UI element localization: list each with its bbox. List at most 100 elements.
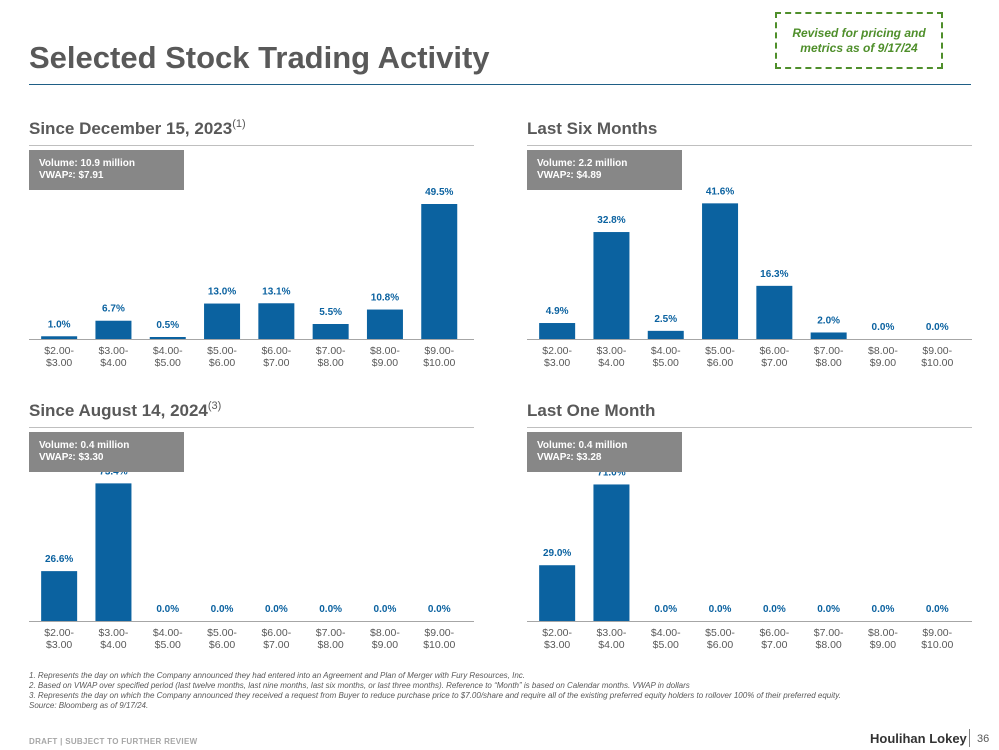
x-tick-label: $8.00- (868, 627, 898, 639)
x-tick-label: $7.00 (761, 357, 787, 369)
panel-title: Last One Month (527, 401, 655, 421)
revised-note: Revised for pricing and metrics as of 9/… (775, 12, 943, 69)
footnote-ref: 2 (68, 172, 73, 179)
x-tick-label: $5.00 (155, 639, 181, 651)
x-tick-label: $8.00 (318, 357, 344, 369)
x-tick-label: $6.00 (707, 639, 733, 651)
x-tick-label: $5.00 (155, 357, 181, 369)
x-tick-label: $10.00 (921, 357, 953, 369)
bar (421, 204, 458, 339)
x-tick-label: $3.00- (597, 345, 627, 357)
bar-value-label: 0.0% (926, 322, 949, 333)
panel-since-dec-2023: Since December 15, 2023(1) 1.0% $2.00- $3.… (29, 118, 474, 374)
bar-value-label: 0.0% (211, 604, 234, 615)
x-tick-label: $6.00 (209, 639, 235, 651)
bar (756, 285, 793, 339)
bar-value-label: 0.5% (156, 320, 179, 331)
panel-divider (29, 427, 474, 428)
x-tick-label: $7.00- (316, 627, 346, 639)
bar-value-label: 0.0% (872, 322, 895, 333)
x-tick-label: $3.00- (99, 627, 129, 639)
footnote-2: 2. Based on VWAP over specified period (… (29, 681, 690, 690)
panel-title-text: Last Six Months (527, 119, 658, 138)
bar (149, 337, 186, 339)
vwap-label: VWAP2: $3.28 (537, 452, 682, 464)
x-tick-label: $8.00 (816, 639, 842, 651)
x-tick-label: $4.00 (100, 357, 126, 369)
panel-title-text: Since December 15, 2023 (29, 119, 233, 138)
x-tick-label: $7.00- (814, 627, 844, 639)
bar-value-label: 4.9% (546, 306, 569, 317)
x-tick-label: $2.00- (542, 345, 572, 357)
vwap-label: VWAP2: $4.89 (537, 170, 682, 182)
source-note: Source: Bloomberg as of 9/17/24. (29, 701, 149, 710)
x-tick-label: $9.00 (870, 357, 896, 369)
bar (593, 232, 630, 339)
bar (539, 323, 576, 339)
vwap-prefix: VWAP (537, 170, 567, 181)
bar-value-label: 0.0% (872, 604, 895, 615)
brand-divider (969, 729, 970, 747)
bar-value-label: 16.3% (760, 269, 788, 280)
x-tick-label: $2.00- (542, 627, 572, 639)
x-tick-label: $3.00 (46, 639, 72, 651)
x-tick-label: $9.00- (922, 345, 952, 357)
x-tick-label: $8.00- (370, 627, 400, 639)
vwap-label: VWAP2: $3.30 (39, 452, 184, 464)
bar (95, 320, 132, 339)
footnote-1: 1. Represents the day on which the Compa… (29, 671, 525, 680)
stat-box: Volume: 0.4 million VWAP2: $3.30 (29, 432, 184, 472)
x-tick-label: $9.00- (424, 627, 454, 639)
vwap-value: : $3.28 (570, 452, 602, 463)
bar-value-label: 0.0% (374, 604, 397, 615)
x-tick-label: $5.00- (705, 627, 735, 639)
x-tick-label: $3.00- (99, 345, 129, 357)
bar (204, 303, 241, 339)
bar-value-label: 0.0% (156, 604, 179, 615)
panel-last-one-month: Last One Month 29.0% $2.00- $3.00 71.0% $3.0… (527, 401, 972, 656)
vwap-value: : $7.91 (72, 170, 104, 181)
x-tick-label: $6.00- (261, 627, 291, 639)
footnote-3: 3. Represents the day on which the Compa… (29, 691, 841, 700)
x-tick-label: $10.00 (423, 357, 455, 369)
bar-value-label: 0.0% (709, 604, 732, 615)
panel-divider (527, 427, 972, 428)
bar-value-label: 13.1% (262, 286, 290, 297)
x-tick-label: $8.00 (816, 357, 842, 369)
x-tick-label: $9.00- (424, 345, 454, 357)
stat-box: Volume: 0.4 million VWAP2: $3.28 (527, 432, 682, 472)
volume-label: Volume: 10.9 million (39, 158, 135, 169)
bar (366, 309, 403, 339)
bar-value-label: 29.0% (543, 548, 571, 559)
bar (95, 483, 132, 621)
x-tick-label: $5.00- (207, 345, 237, 357)
panel-title-text: Last One Month (527, 401, 656, 420)
bar (258, 303, 295, 339)
bar (41, 336, 78, 339)
x-tick-label: $2.00- (44, 627, 74, 639)
panel-title: Last Six Months (527, 119, 657, 139)
vwap-value: : $3.30 (72, 452, 104, 463)
bar (593, 484, 630, 621)
x-tick-label: $9.00 (372, 357, 398, 369)
bar-value-label: 2.5% (654, 314, 677, 325)
panel-divider (29, 145, 474, 146)
stat-box: Volume: 10.9 million VWAP2: $7.91 (29, 150, 184, 190)
bar (539, 565, 576, 621)
x-tick-label: $3.00 (46, 357, 72, 369)
x-tick-label: $8.00 (318, 639, 344, 651)
bar-chart: 29.0% $2.00-$3.00 71.0% $3.00-$4.00 0.0% $4.0… (527, 467, 972, 651)
bar (702, 203, 739, 339)
bar-value-label: 5.5% (319, 307, 342, 318)
x-tick-label: $9.00 (372, 639, 398, 651)
page-title: Selected Stock Trading Activity (29, 40, 490, 75)
bar (41, 571, 78, 621)
panel-divider (527, 145, 972, 146)
bar-chart: 26.6%$2.00-$3.0073.4%$3.00-$4.000.0%$4.0… (29, 466, 474, 651)
x-tick-label: $5.00 (653, 357, 679, 369)
x-tick-label: $7.00- (316, 345, 346, 357)
bar-value-label: 0.0% (817, 604, 840, 615)
panel-title-text: Since August 14, 2024 (29, 401, 208, 420)
bar-value-label: 6.7% (102, 304, 125, 315)
x-tick-label: $6.00- (759, 345, 789, 357)
